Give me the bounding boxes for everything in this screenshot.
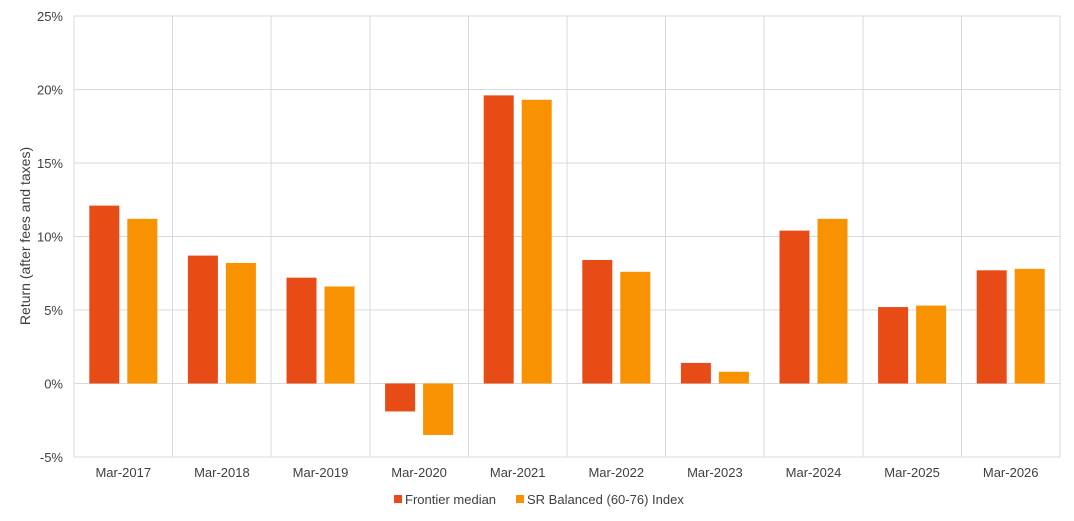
x-tick-label: Mar-2019 — [293, 465, 349, 480]
bar-frontier-median-mar-2025 — [878, 307, 909, 384]
x-tick-label: Mar-2022 — [588, 465, 644, 480]
y-axis: -5% 0% 5% 10% 15% 20% 25% — [37, 9, 63, 465]
bar-frontier-median-mar-2024 — [779, 230, 810, 384]
y-tick-label: 25% — [37, 9, 63, 24]
legend-label: Frontier median — [405, 492, 496, 507]
bar-frontier-median-mar-2019 — [286, 277, 317, 384]
y-tick-label: 10% — [37, 230, 63, 245]
x-tick-label: Mar-2020 — [391, 465, 447, 480]
x-tick-label: Mar-2017 — [95, 465, 151, 480]
legend-swatch — [516, 495, 524, 503]
x-tick-label: Mar-2024 — [786, 465, 842, 480]
x-tick-label: Mar-2018 — [194, 465, 250, 480]
bar-frontier-median-mar-2017 — [89, 205, 120, 384]
bar-sr-balanced-index-mar-2018 — [225, 262, 256, 384]
bars-layer — [89, 95, 1045, 435]
x-tick-label: Mar-2025 — [884, 465, 940, 480]
y-axis-title: Return (after fees and taxes) — [17, 147, 33, 325]
bar-sr-balanced-index-mar-2024 — [817, 218, 848, 384]
bar-frontier-median-mar-2021 — [483, 95, 514, 384]
bar-sr-balanced-index-mar-2023 — [718, 371, 749, 384]
x-axis: Mar-2017 Mar-2018 Mar-2019 Mar-2020 Mar-2021… — [95, 465, 1038, 480]
grid-layer — [73, 15, 1061, 458]
y-tick-label: 0% — [44, 377, 63, 392]
bar-sr-balanced-index-mar-2026 — [1014, 268, 1045, 384]
bar-frontier-median-mar-2020 — [385, 383, 416, 412]
bar-sr-balanced-index-mar-2019 — [324, 286, 355, 384]
bar-frontier-median-mar-2023 — [680, 362, 711, 384]
x-tick-label: Mar-2021 — [490, 465, 546, 480]
y-tick-label: -5% — [40, 450, 64, 465]
y-tick-label: 20% — [37, 83, 63, 98]
x-tick-label: Mar-2026 — [983, 465, 1039, 480]
bar-sr-balanced-index-mar-2017 — [127, 218, 158, 384]
y-tick-label: 15% — [37, 156, 63, 171]
bar-frontier-median-mar-2022 — [582, 260, 613, 384]
legend-label: SR Balanced (60-76) Index — [527, 492, 684, 507]
y-tick-label: 5% — [44, 303, 63, 318]
bar-sr-balanced-index-mar-2025 — [916, 305, 947, 384]
bar-sr-balanced-index-mar-2022 — [620, 271, 651, 384]
bar-frontier-median-mar-2026 — [976, 270, 1007, 384]
x-tick-label: Mar-2023 — [687, 465, 743, 480]
legend-swatch — [394, 495, 402, 503]
legend: Frontier median SR Balanced (60-76) Index — [394, 492, 684, 507]
bar-sr-balanced-index-mar-2020 — [423, 383, 454, 435]
bar-sr-balanced-index-mar-2021 — [521, 99, 552, 384]
bar-frontier-median-mar-2018 — [187, 255, 218, 384]
